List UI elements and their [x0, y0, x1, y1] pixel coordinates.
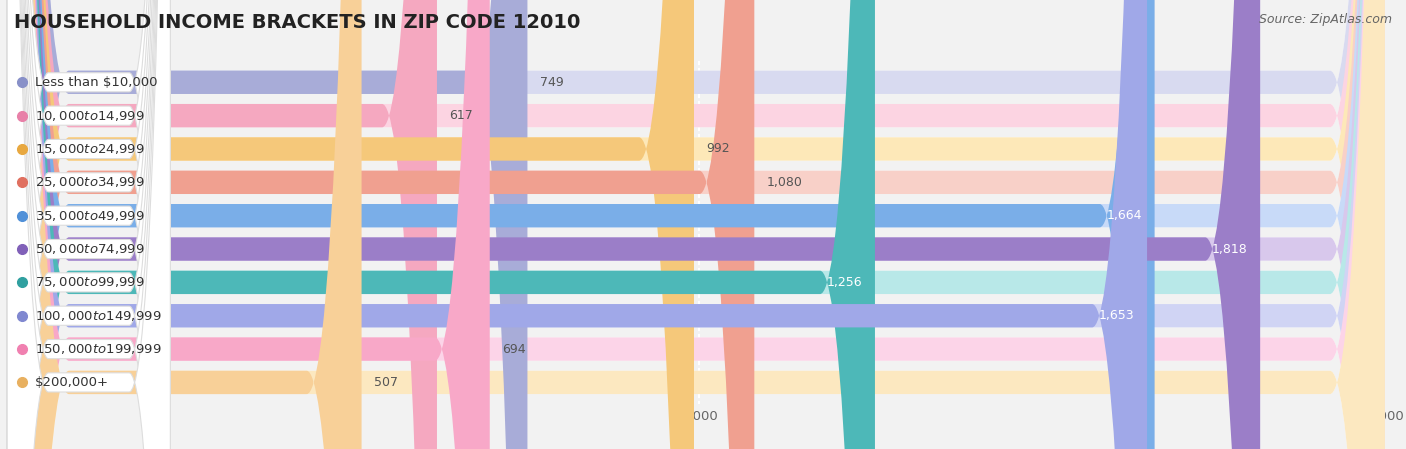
FancyBboxPatch shape [14, 0, 1385, 449]
FancyBboxPatch shape [14, 0, 1385, 449]
Text: 1,080: 1,080 [766, 176, 803, 189]
Text: $35,000 to $49,999: $35,000 to $49,999 [35, 209, 145, 223]
FancyBboxPatch shape [14, 0, 1385, 449]
FancyBboxPatch shape [14, 0, 695, 449]
Text: $200,000+: $200,000+ [35, 376, 108, 389]
Text: Less than $10,000: Less than $10,000 [35, 76, 157, 89]
FancyBboxPatch shape [14, 0, 1385, 449]
FancyBboxPatch shape [14, 0, 1385, 449]
FancyBboxPatch shape [14, 0, 1385, 449]
FancyBboxPatch shape [14, 0, 754, 449]
FancyBboxPatch shape [7, 0, 170, 449]
Text: 694: 694 [502, 343, 526, 356]
FancyBboxPatch shape [7, 0, 170, 449]
FancyBboxPatch shape [7, 0, 170, 449]
FancyBboxPatch shape [7, 0, 170, 449]
Text: 1,653: 1,653 [1099, 309, 1135, 322]
FancyBboxPatch shape [14, 0, 1385, 449]
Text: $50,000 to $74,999: $50,000 to $74,999 [35, 242, 145, 256]
FancyBboxPatch shape [14, 0, 1385, 449]
FancyBboxPatch shape [14, 0, 1385, 449]
FancyBboxPatch shape [14, 0, 361, 449]
Text: 1,256: 1,256 [827, 276, 863, 289]
Text: $100,000 to $149,999: $100,000 to $149,999 [35, 309, 162, 323]
Text: 617: 617 [450, 109, 472, 122]
FancyBboxPatch shape [7, 0, 170, 449]
Text: 507: 507 [374, 376, 398, 389]
Text: HOUSEHOLD INCOME BRACKETS IN ZIP CODE 12010: HOUSEHOLD INCOME BRACKETS IN ZIP CODE 12… [14, 13, 581, 32]
Text: 749: 749 [540, 76, 564, 89]
FancyBboxPatch shape [7, 0, 170, 449]
FancyBboxPatch shape [14, 0, 437, 449]
Text: $25,000 to $34,999: $25,000 to $34,999 [35, 176, 145, 189]
FancyBboxPatch shape [14, 0, 1385, 449]
FancyBboxPatch shape [7, 0, 170, 449]
FancyBboxPatch shape [14, 0, 1260, 449]
Text: $10,000 to $14,999: $10,000 to $14,999 [35, 109, 145, 123]
FancyBboxPatch shape [7, 0, 170, 449]
FancyBboxPatch shape [14, 0, 1385, 449]
FancyBboxPatch shape [14, 0, 1385, 449]
Text: $15,000 to $24,999: $15,000 to $24,999 [35, 142, 145, 156]
FancyBboxPatch shape [7, 0, 170, 449]
Text: $75,000 to $99,999: $75,000 to $99,999 [35, 275, 145, 289]
FancyBboxPatch shape [14, 0, 875, 449]
FancyBboxPatch shape [14, 0, 489, 449]
Text: 1,664: 1,664 [1107, 209, 1142, 222]
FancyBboxPatch shape [14, 0, 1385, 449]
FancyBboxPatch shape [14, 0, 527, 449]
FancyBboxPatch shape [14, 0, 1385, 449]
Text: $150,000 to $199,999: $150,000 to $199,999 [35, 342, 162, 356]
FancyBboxPatch shape [14, 0, 1385, 449]
FancyBboxPatch shape [7, 0, 170, 449]
FancyBboxPatch shape [14, 0, 1385, 449]
FancyBboxPatch shape [14, 0, 1154, 449]
Text: 992: 992 [706, 142, 730, 155]
FancyBboxPatch shape [14, 0, 1385, 449]
FancyBboxPatch shape [14, 0, 1385, 449]
FancyBboxPatch shape [14, 0, 1385, 449]
Text: 1,818: 1,818 [1212, 242, 1249, 255]
FancyBboxPatch shape [14, 0, 1385, 449]
FancyBboxPatch shape [14, 0, 1147, 449]
Text: Source: ZipAtlas.com: Source: ZipAtlas.com [1258, 13, 1392, 26]
